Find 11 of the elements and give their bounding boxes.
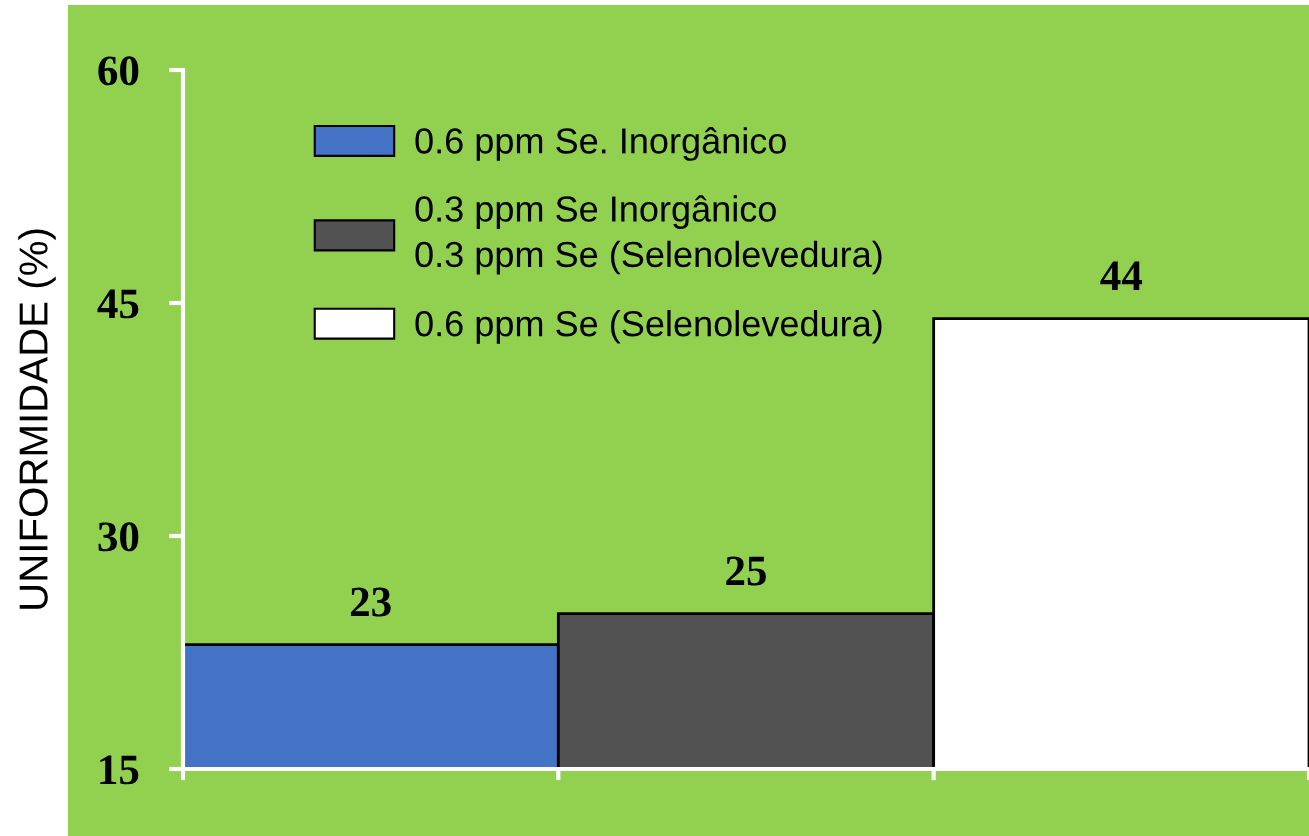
y-tick-label: 30 <box>98 522 139 552</box>
y-tick-label: 15 <box>100 755 139 785</box>
legend-label: 0.6 ppm Se (Selenolevedura) <box>415 309 882 344</box>
y-tick-label: 60 <box>98 56 139 86</box>
y-tick-label: 45 <box>97 289 139 319</box>
data-label: 25 <box>726 556 766 586</box>
data-label: 23 <box>350 587 391 617</box>
y-axis-title: UNIFORMIDADE (%) <box>18 229 56 609</box>
data-label: 44 <box>1100 261 1143 290</box>
legend-label: 0.6 ppm Se. Inorgânico <box>415 127 786 161</box>
legend-label: 0.3 ppm Se Inorgânico 0.3 ppm Se (Selenolevedura) <box>415 195 882 275</box>
